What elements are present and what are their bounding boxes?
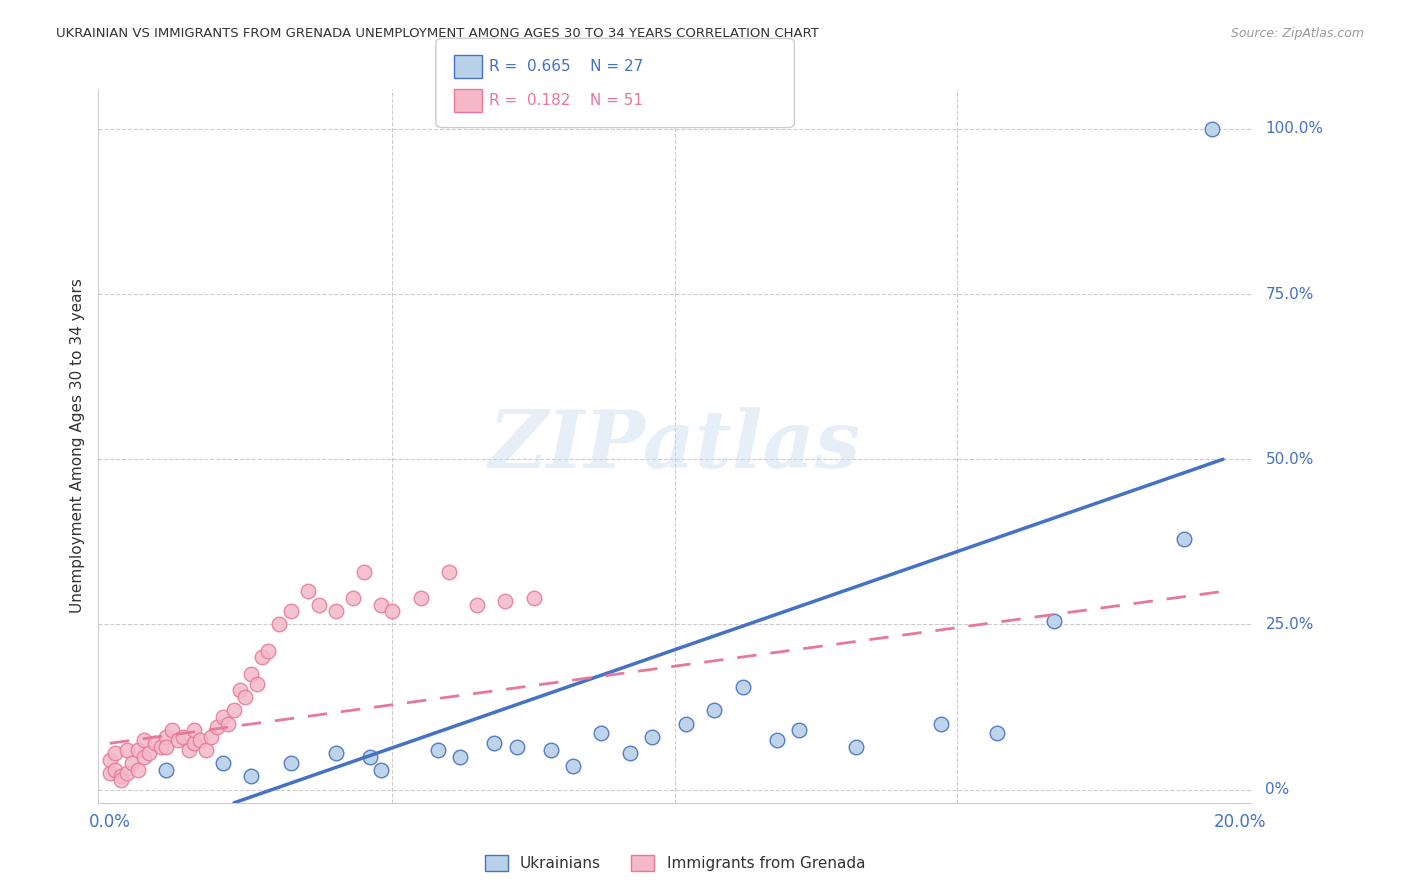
Point [166, 733, 188, 747]
Point [240, 667, 263, 681]
Point [132, 749, 155, 764]
Point [1201, 121, 1223, 136]
Point [155, 730, 177, 744]
Point [787, 723, 810, 738]
Point [381, 604, 404, 618]
Point [929, 716, 952, 731]
Point [426, 743, 449, 757]
Point [228, 683, 250, 698]
Point [308, 598, 330, 612]
Point [325, 746, 347, 760]
Point [342, 591, 364, 605]
Point [121, 756, 143, 771]
Point [200, 730, 222, 744]
Point [359, 749, 381, 764]
Point [1042, 614, 1064, 628]
Point [160, 723, 183, 738]
Point [155, 739, 177, 754]
Point [172, 730, 194, 744]
Point [205, 720, 228, 734]
Point [104, 763, 127, 777]
Point [98, 753, 121, 767]
Point [523, 591, 546, 605]
Point [183, 723, 205, 738]
Point [183, 736, 205, 750]
Point [246, 677, 269, 691]
Point [127, 743, 149, 757]
Point [591, 726, 613, 740]
Point [211, 756, 233, 771]
Point [619, 746, 641, 760]
Point [217, 716, 239, 731]
Point [986, 726, 1008, 740]
Point [138, 746, 160, 760]
Point [280, 604, 302, 618]
Text: UKRAINIAN VS IMMIGRANTS FROM GRENADA UNEMPLOYMENT AMONG AGES 30 TO 34 YEARS CORR: UKRAINIAN VS IMMIGRANTS FROM GRENADA UNE… [56, 27, 820, 40]
Point [845, 739, 868, 754]
Point [540, 743, 562, 757]
Point [177, 743, 200, 757]
Point [562, 759, 585, 773]
Point [437, 565, 460, 579]
Point [115, 766, 138, 780]
Point [222, 703, 245, 717]
Point [353, 565, 375, 579]
Point [143, 736, 166, 750]
Text: 50.0%: 50.0% [1265, 451, 1313, 467]
Point [675, 716, 697, 731]
Point [505, 739, 527, 754]
Point [269, 617, 291, 632]
Point [104, 746, 127, 760]
Point [370, 598, 392, 612]
Point [703, 703, 725, 717]
Point [110, 769, 132, 783]
Text: R =  0.665    N = 27: R = 0.665 N = 27 [489, 60, 644, 74]
Point [641, 730, 664, 744]
Text: 25.0%: 25.0% [1265, 617, 1313, 632]
Point [235, 690, 257, 704]
Point [482, 736, 505, 750]
Point [731, 680, 754, 694]
Point [132, 733, 155, 747]
Point [494, 594, 516, 608]
Point [1173, 532, 1195, 546]
Point [155, 763, 177, 777]
Point [240, 769, 263, 783]
Point [765, 733, 787, 747]
Point [115, 743, 138, 757]
Point [194, 743, 217, 757]
Point [188, 733, 211, 747]
Y-axis label: Unemployment Among Ages 30 to 34 years: Unemployment Among Ages 30 to 34 years [69, 278, 84, 614]
Point [465, 598, 488, 612]
Point [98, 766, 121, 780]
Text: 100.0%: 100.0% [1265, 121, 1323, 136]
Point [149, 739, 172, 754]
Point [370, 763, 392, 777]
Point [449, 749, 471, 764]
Point [110, 772, 132, 787]
Point [252, 650, 274, 665]
Point [325, 604, 347, 618]
Point [409, 591, 432, 605]
Point [127, 763, 149, 777]
Text: R =  0.182    N = 51: R = 0.182 N = 51 [489, 94, 644, 108]
Text: ZIPatlas: ZIPatlas [489, 408, 860, 484]
Text: 75.0%: 75.0% [1265, 286, 1313, 301]
Point [211, 710, 233, 724]
Point [257, 644, 280, 658]
Point [280, 756, 302, 771]
Point [297, 584, 319, 599]
Text: Source: ZipAtlas.com: Source: ZipAtlas.com [1230, 27, 1364, 40]
Legend: Ukrainians, Immigrants from Grenada: Ukrainians, Immigrants from Grenada [478, 849, 872, 877]
Text: 0%: 0% [1265, 782, 1289, 797]
